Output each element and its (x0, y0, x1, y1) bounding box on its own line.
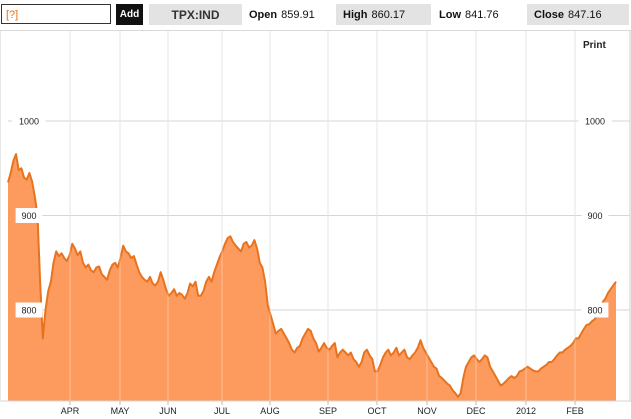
price-chart[interactable]: 1000 1000 900 900 800 800 APR MAY JUN JUL AUG SEP OC… (0, 31, 631, 419)
high-stat: High 860.17 (336, 4, 431, 25)
price-area-fill (8, 154, 616, 401)
ticker-symbol: TPX:IND (149, 4, 242, 25)
y-axis-tick-left: 800 (15, 302, 43, 318)
x-axis-tick-label: DEC (466, 406, 486, 416)
high-value: 860.17 (371, 8, 406, 21)
x-axis-tick-label: JUN (159, 406, 177, 416)
quote-toolbar: Add TPX:IND Open 859.91 High 860.17 Low … (0, 0, 631, 30)
y-axis-tick-right: 1000 (578, 113, 612, 129)
low-value: 841.76 (465, 8, 499, 21)
low-stat: Low 841.76 (432, 4, 523, 25)
symbol-search-input[interactable] (2, 6, 110, 24)
low-label: Low (439, 8, 461, 21)
x-axis-strip (0, 401, 631, 419)
close-label: Close (534, 8, 564, 21)
y-axis-tick-right-bg (578, 113, 612, 129)
open-label: Open (249, 8, 278, 21)
x-axis-tick-label: APR (61, 406, 80, 416)
y-axis-tick-right-text: 1000 (585, 117, 605, 127)
price-line (7, 153, 617, 398)
open-value: 859.91 (281, 8, 315, 21)
y-axis-tick-right: 800 (581, 302, 609, 318)
high-label: High (343, 8, 368, 21)
x-axis-tick-label: NOV (417, 406, 437, 416)
toolbar-divider (0, 30, 631, 31)
open-stat: Open 859.91 (242, 4, 332, 25)
print-button[interactable]: Print (583, 40, 606, 51)
x-axis-tick-label: AUG (260, 406, 280, 416)
x-axis-tick-label: JUL (214, 406, 230, 416)
x-axis-tick-label: 2012 (516, 406, 536, 416)
y-axis-tick-left-bg (15, 302, 43, 318)
x-axis-tick-label: MAY (111, 406, 130, 416)
symbol-search-field[interactable] (1, 4, 111, 24)
y-axis-tick-right-text: 900 (587, 211, 602, 221)
y-axis-tick-left-text: 1000 (19, 117, 39, 127)
close-value: 847.16 (567, 8, 602, 21)
add-button[interactable]: Add (116, 4, 143, 25)
y-axis-tick-left-bg (15, 208, 43, 223)
y-axis-tick-right-bg (581, 302, 609, 318)
y-axis-tick-right-text: 800 (587, 306, 602, 316)
y-axis-tick-right: 900 (581, 208, 609, 223)
x-axis-tick-label: OCT (368, 406, 388, 416)
close-stat: Close 847.16 (527, 4, 629, 25)
y-axis-tick-left: 1000 (12, 113, 46, 129)
x-axis-tick-label: FEB (566, 406, 584, 416)
y-axis-tick-left: 900 (15, 208, 43, 223)
y-axis-tick-left-text: 800 (21, 306, 36, 316)
y-axis-tick-left-bg (12, 113, 46, 129)
y-axis-tick-left-text: 900 (21, 211, 36, 221)
y-axis-tick-right-bg (581, 208, 609, 223)
x-axis-tick-label: SEP (319, 406, 337, 416)
